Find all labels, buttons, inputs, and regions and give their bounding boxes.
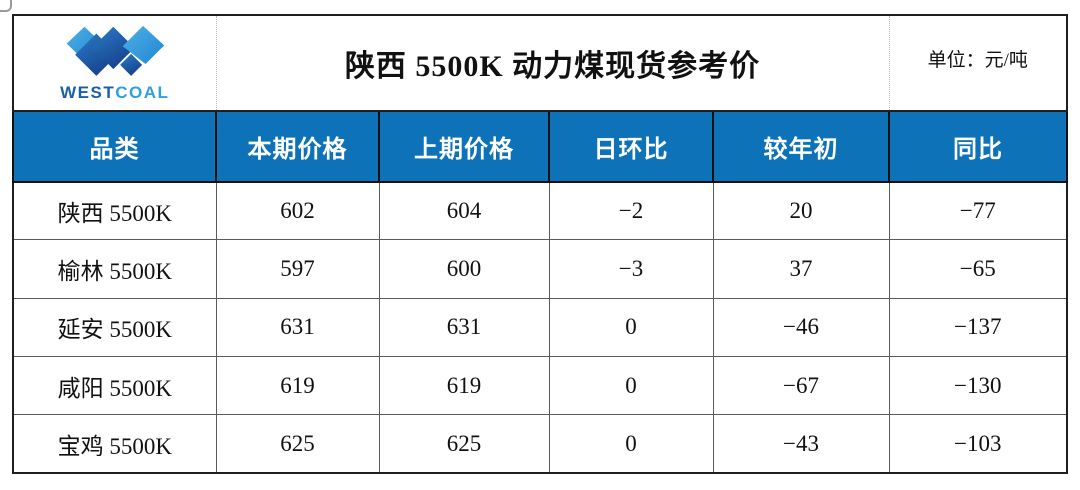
cell-daily-change: 0 bbox=[548, 414, 714, 475]
table-row-yulin: 榆林 5500K 597 600 −3 37 −65 bbox=[12, 239, 1069, 299]
col-header-category: 品类 bbox=[12, 110, 217, 183]
cell-yoy-change: −77 bbox=[888, 181, 1069, 241]
col-header-ytd-change: 较年初 bbox=[711, 110, 891, 183]
cell-previous-price: 625 bbox=[378, 414, 550, 475]
cell-ytd-change: 37 bbox=[712, 239, 890, 299]
col-header-daily-change: 日环比 bbox=[548, 110, 714, 183]
logo-word-west: WEST bbox=[60, 83, 116, 103]
col-header-current-price: 本期价格 bbox=[215, 110, 380, 183]
logo-word-coal: COAL bbox=[115, 83, 170, 103]
cell-current-price: 625 bbox=[215, 414, 380, 475]
table-row-baoji: 宝鸡 5500K 625 625 0 −43 −103 bbox=[12, 414, 1069, 475]
cell-yoy-change: −103 bbox=[888, 414, 1069, 475]
corner-crop-artifact bbox=[0, 0, 12, 12]
cell-current-price: 602 bbox=[215, 181, 380, 241]
cell-current-price: 631 bbox=[215, 297, 380, 357]
cell-category: 咸阳 5500K bbox=[12, 355, 217, 416]
cell-yoy-change: −130 bbox=[888, 355, 1069, 416]
cell-category: 宝鸡 5500K bbox=[12, 414, 217, 475]
cell-current-price: 619 bbox=[215, 355, 380, 416]
title-cell: 陕西 5500K 动力煤现货参考价 bbox=[215, 15, 890, 113]
cell-category: 榆林 5500K bbox=[12, 239, 217, 299]
column-header-row: 品类 本期价格 上期价格 日环比 较年初 同比 bbox=[12, 110, 1069, 183]
cell-daily-change: 0 bbox=[548, 297, 714, 357]
banner-row: WESTCOAL 陕西 5500K 动力煤现货参考价 单位：元/吨 bbox=[13, 15, 1068, 113]
cell-daily-change: −3 bbox=[548, 239, 714, 299]
col-header-yoy-change: 同比 bbox=[888, 110, 1069, 183]
cell-category: 陕西 5500K bbox=[12, 181, 217, 241]
table-row-yanan: 延安 5500K 631 631 0 −46 −137 bbox=[12, 297, 1069, 357]
logo-cell: WESTCOAL bbox=[13, 15, 216, 113]
cell-ytd-change: −67 bbox=[712, 355, 890, 416]
col-header-previous-price: 上期价格 bbox=[378, 110, 550, 183]
cell-ytd-change: 20 bbox=[712, 181, 890, 241]
cell-previous-price: 604 bbox=[378, 181, 550, 241]
cell-daily-change: 0 bbox=[548, 355, 714, 416]
table-row-xianyang: 咸阳 5500K 619 619 0 −67 −130 bbox=[12, 355, 1069, 416]
cell-current-price: 597 bbox=[215, 239, 380, 299]
cell-category: 延安 5500K bbox=[12, 297, 217, 357]
coal-price-table: WESTCOAL 陕西 5500K 动力煤现货参考价 单位：元/吨 品类 本期价… bbox=[12, 14, 1069, 475]
westcoal-w-diamonds-icon bbox=[66, 26, 164, 77]
cell-daily-change: −2 bbox=[548, 181, 714, 241]
table-row-shaanxi: 陕西 5500K 602 604 −2 20 −77 bbox=[12, 181, 1069, 241]
cell-previous-price: 600 bbox=[378, 239, 550, 299]
unit-cell: 单位：元/吨 bbox=[888, 15, 1068, 113]
cell-previous-price: 631 bbox=[378, 297, 550, 357]
cell-ytd-change: −46 bbox=[712, 297, 890, 357]
page-title: 陕西 5500K 动力煤现货参考价 bbox=[344, 50, 761, 84]
cell-ytd-change: −43 bbox=[712, 414, 890, 475]
cell-yoy-change: −65 bbox=[888, 239, 1069, 299]
cell-yoy-change: −137 bbox=[888, 297, 1069, 357]
cell-previous-price: 619 bbox=[378, 355, 550, 416]
unit-label: 单位：元/吨 bbox=[927, 49, 1028, 71]
westcoal-logo: WESTCOAL bbox=[14, 25, 216, 101]
logo-wordmark: WESTCOAL bbox=[60, 84, 169, 101]
